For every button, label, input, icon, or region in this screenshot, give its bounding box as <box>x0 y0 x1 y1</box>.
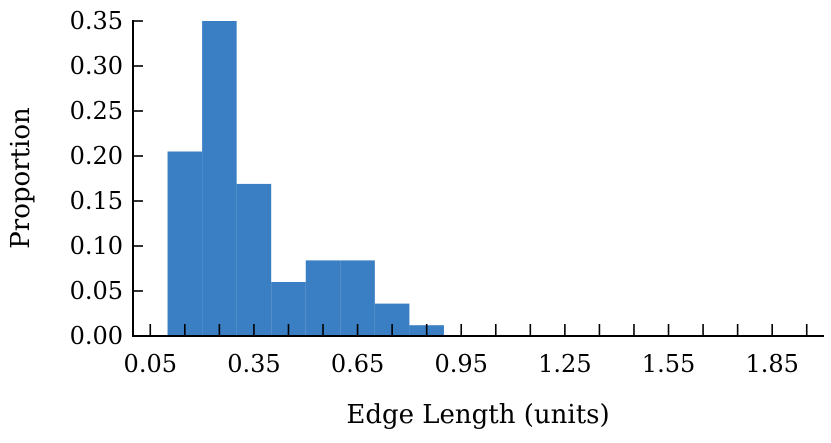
x-tick-label: 1.85 <box>745 350 798 378</box>
x-tick-label: 0.95 <box>435 350 488 378</box>
y-tick-label: 0.30 <box>70 52 123 80</box>
bars-group <box>167 21 444 336</box>
y-tick-label: 0.25 <box>70 97 123 125</box>
histogram-bar-2 <box>236 183 272 336</box>
x-tick-label: 0.05 <box>124 350 177 378</box>
y-tick-label: 0.35 <box>70 7 123 35</box>
histogram-bar-4 <box>305 260 341 336</box>
histogram-bar-1 <box>202 21 237 336</box>
histogram-bar-0 <box>167 151 203 336</box>
y-axis-label: Proportion <box>6 107 36 249</box>
axes-group <box>132 20 824 337</box>
histogram-bar-5 <box>340 260 375 336</box>
x-tick-label: 0.35 <box>227 350 280 378</box>
ticks-group <box>133 20 808 337</box>
y-tick-label: 0.10 <box>70 232 123 260</box>
y-tick-label: 0.05 <box>70 277 123 305</box>
tick-labels-group: 0.05 0.35 0.65 0.95 1.25 1.55 1.850.000.050.10… <box>70 7 799 378</box>
x-tick-label: 1.55 <box>642 350 695 378</box>
x-axis-label: Edge Length (units) <box>346 400 609 430</box>
x-tick-label: 1.25 <box>538 350 591 378</box>
x-tick-label: 0.65 <box>331 350 384 378</box>
y-tick-label: 0.15 <box>70 187 123 215</box>
y-tick-label: 0.00 <box>70 322 123 350</box>
y-tick-label: 0.20 <box>70 142 123 170</box>
